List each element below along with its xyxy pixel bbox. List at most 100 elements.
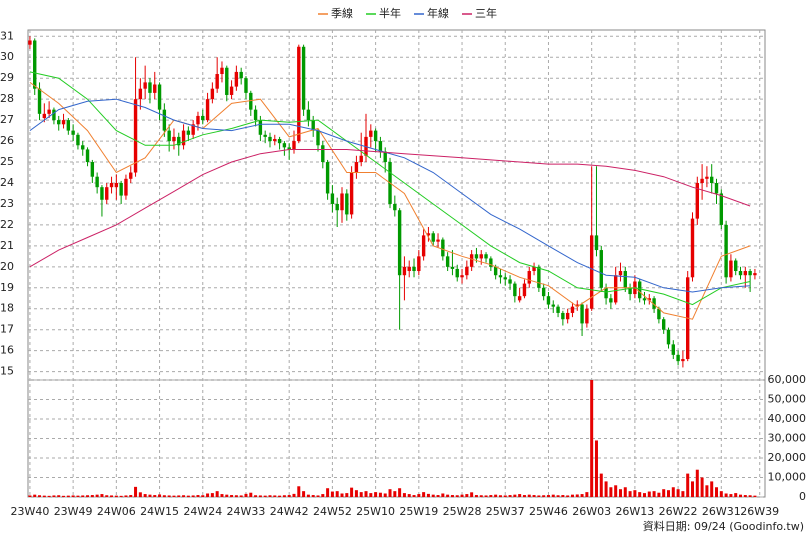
candle-body [321,145,325,163]
volume-bar [162,495,166,497]
candle-body [417,256,421,272]
candle-body [369,130,373,137]
candle-body [277,138,282,144]
x-tick-label: 24W52 [313,505,352,518]
x-tick-label: 26W22 [659,505,698,518]
volume-bar [657,492,661,497]
candle-body [282,143,287,148]
volume-bar [695,469,699,497]
candle-body [225,67,229,95]
volume-bar [614,485,618,497]
volume-bar [498,495,502,497]
y-tick-label: 15 [0,365,14,378]
volume-bar [330,491,334,497]
volume-bar [580,494,584,497]
candle-body [517,296,522,301]
volume-bar [196,495,200,497]
volume-bar [258,495,262,497]
volume-bar [129,495,133,497]
y-tick-label: 23 [0,197,14,210]
candle-body [220,67,224,75]
volume-bar [455,495,459,497]
y-tick-label: 21 [0,239,14,252]
volume-bar [239,495,243,497]
candle-body [729,260,733,278]
volume-bar [503,495,507,497]
candle-body [229,86,234,95]
volume-bar [81,495,85,497]
candle-body [196,115,200,125]
candle-body [397,210,402,276]
candle-body [210,88,215,100]
candle-body [253,109,258,121]
volume-bar [28,495,32,497]
candle-body [162,109,167,131]
volume-bar [618,489,622,497]
volume-bar [153,495,157,497]
candle-body [714,182,719,194]
volume-bar [311,495,315,497]
volume-bar [666,490,670,497]
candle-body [695,182,700,219]
candle-body [537,266,541,288]
candle-body [335,203,339,211]
candle-body [71,130,75,135]
y-tick-label: 19 [0,281,14,294]
candle-body [551,304,555,307]
x-tick-label: 25W37 [486,505,525,518]
volume-bar [340,493,344,497]
candle-body [546,296,551,305]
candle-body [133,99,138,173]
y2-tick-label: 50,000 [768,393,807,406]
legend-label: 半年 [379,6,401,20]
candle-body [37,88,42,114]
volume-bar [575,494,579,497]
candle-body [469,254,474,267]
volume-bar [182,495,186,497]
candle-body [148,82,152,93]
volume-bar [76,495,80,497]
volume-bar [191,495,195,497]
ma-line [29,81,751,320]
candle-body [205,99,210,121]
y-tick-label: 22 [0,218,14,231]
volume-bar [561,495,565,497]
volume-bar [465,494,469,497]
y-tick-label: 28 [0,92,14,105]
candle-body [76,134,80,146]
candle-body [157,84,162,110]
volume-bar [234,495,238,497]
candle-body [743,271,748,276]
volume-bar [374,492,378,497]
volume-bar [273,495,277,497]
candle-body [498,275,503,278]
volume-bar [676,489,680,497]
volume-bar [532,495,536,497]
volume-bar [278,495,282,497]
volume-bar [652,491,656,497]
volume-bar [42,495,46,497]
x-tick-label: 23W40 [10,505,49,518]
candle-body [153,84,157,93]
candle-body [201,115,205,121]
volume-bar [114,495,118,497]
candle-body [181,130,186,146]
candle-body [359,155,363,163]
candle-body [373,130,378,142]
candle-body [738,271,743,276]
volume-bar [134,486,138,497]
candle-body [604,287,608,299]
candle-body [431,233,435,242]
volume-bar [628,491,632,497]
y2-tick-label: 60,000 [768,373,807,386]
candle-body [455,268,459,278]
volume-bar [609,487,613,497]
volume-bar [119,495,123,497]
candle-body [383,151,387,163]
candle-body [710,176,714,183]
volume-bar [186,495,190,497]
volume-bar [263,495,267,497]
candle-body [52,109,56,121]
candle-body [354,162,359,173]
